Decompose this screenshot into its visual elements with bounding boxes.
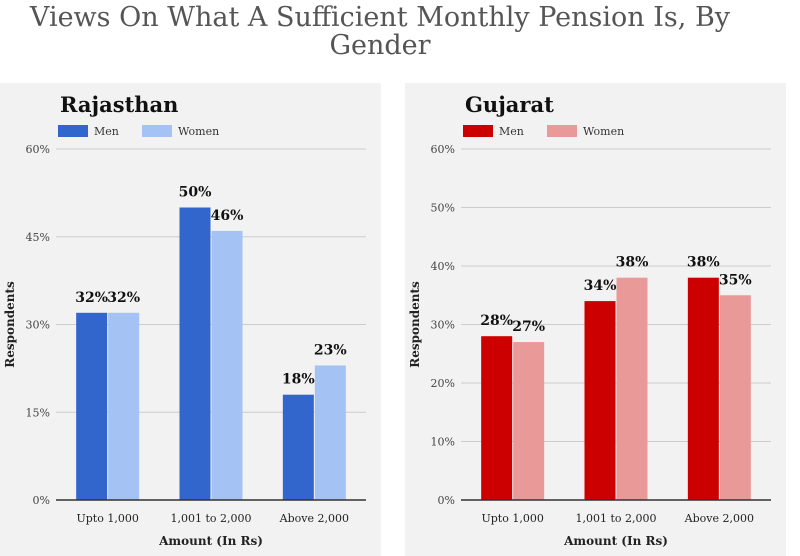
legend-label-men: Men <box>499 125 524 138</box>
data-label-men-2: 34% <box>584 278 617 294</box>
bar-men-2 <box>584 301 616 500</box>
x-tick-label: Upto 1,000 <box>481 512 543 525</box>
data-label-women-2: 46% <box>211 208 244 224</box>
y-tick-label: 40% <box>431 260 455 273</box>
y-tick-label: 45% <box>26 231 50 244</box>
legend-swatch-women <box>547 125 577 137</box>
x-axis-label: Amount (In Rs) <box>563 534 668 548</box>
y-tick-label: 50% <box>431 202 455 215</box>
bar-women-3 <box>314 365 346 500</box>
legend-swatch-women <box>142 125 172 137</box>
y-tick-label: 30% <box>431 319 455 332</box>
page-title: Views On What A Sufficient Monthly Pensi… <box>29 2 731 61</box>
chart-title: Gujarat <box>465 92 554 117</box>
legend-label-women: Women <box>583 125 624 138</box>
bar-men-3 <box>687 277 719 500</box>
bar-men-1 <box>481 336 513 500</box>
legend-swatch-men <box>58 125 88 137</box>
data-label-women-2: 38% <box>616 255 649 271</box>
legend-label-women: Women <box>178 125 219 138</box>
bar-women-1 <box>513 342 545 500</box>
data-label-men-2: 50% <box>179 185 212 201</box>
x-tick-label: 1,001 to 2,000 <box>575 512 656 525</box>
legend-swatch-men <box>463 125 493 137</box>
y-tick-label: 20% <box>431 377 455 390</box>
data-label-women-3: 35% <box>719 272 752 288</box>
y-tick-label: 0% <box>438 494 455 507</box>
legend-label-men: Men <box>94 125 119 138</box>
x-tick-label: Above 2,000 <box>279 512 349 525</box>
data-label-men-1: 32% <box>75 290 108 306</box>
chart-panel-gujarat: Gujarat Men Women 0% 10% 20% 30% 40% 50% 60% 28% 27… <box>405 83 786 556</box>
data-label-men-1: 28% <box>480 313 513 329</box>
bar-chart-rajasthan: Rajasthan Men Women 0% 15% 30% 45% 60% 32% 32% Upt… <box>3 92 366 548</box>
data-label-women-1: 27% <box>512 319 545 335</box>
data-label-men-3: 38% <box>687 255 720 271</box>
chart-panel-rajasthan: Rajasthan Men Women 0% 15% 30% 45% 60% 32% 32% Upt… <box>0 83 381 556</box>
data-label-women-1: 32% <box>107 290 140 306</box>
y-tick-label: 30% <box>26 319 50 332</box>
bar-men-1 <box>76 312 108 500</box>
bar-men-3 <box>282 394 314 500</box>
y-tick-label: 60% <box>26 143 50 156</box>
bar-women-1 <box>108 312 140 500</box>
chart-title: Rajasthan <box>60 92 178 117</box>
x-tick-label: 1,001 to 2,000 <box>170 512 251 525</box>
data-label-men-3: 18% <box>282 372 315 388</box>
bar-men-2 <box>179 207 211 500</box>
data-label-women-3: 23% <box>314 342 347 358</box>
x-tick-label: Upto 1,000 <box>76 512 138 525</box>
bar-chart-gujarat: Gujarat Men Women 0% 10% 20% 30% 40% 50% 60% 28% 27… <box>408 92 771 548</box>
x-tick-label: Above 2,000 <box>684 512 754 525</box>
y-tick-label: 15% <box>26 406 50 419</box>
bar-women-3 <box>719 295 751 500</box>
y-tick-label: 10% <box>431 436 455 449</box>
y-tick-label: 0% <box>33 494 50 507</box>
y-tick-label: 60% <box>431 143 455 156</box>
y-axis-label: Respondents <box>408 281 422 368</box>
x-axis-label: Amount (In Rs) <box>158 534 263 548</box>
bar-women-2 <box>616 277 648 500</box>
y-axis-label: Respondents <box>3 281 17 368</box>
bar-women-2 <box>211 230 243 500</box>
